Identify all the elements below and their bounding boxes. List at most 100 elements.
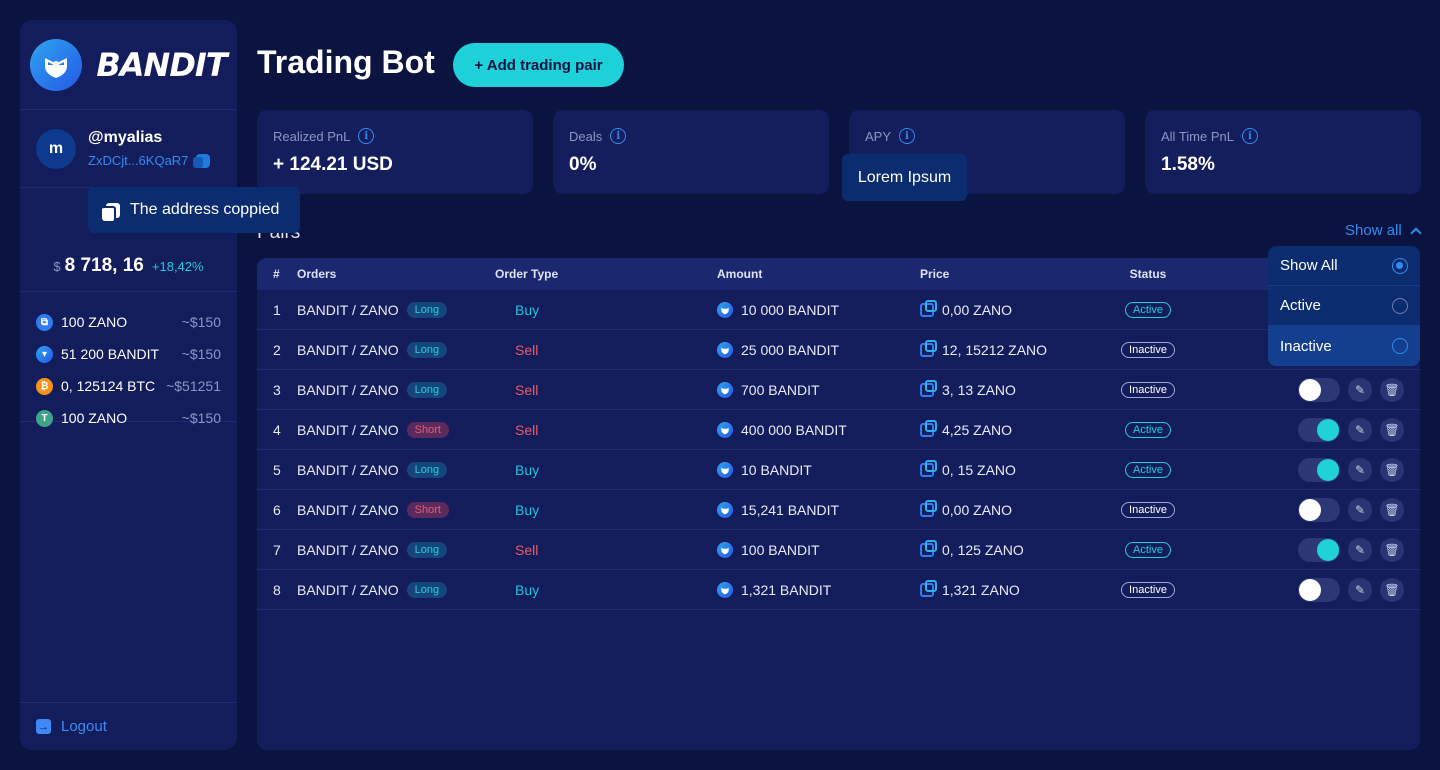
table-row[interactable]: 5 BANDIT / ZANO Long Buy 10 BANDIT 0, 15…: [257, 450, 1420, 490]
col-amount: Amount: [717, 267, 763, 281]
order-type: Buy: [515, 501, 540, 518]
col-status: Status: [1129, 267, 1167, 281]
toggle-knob: [1317, 538, 1339, 561]
user-alias: @myalias: [88, 129, 163, 146]
enable-toggle[interactable]: [1298, 417, 1340, 442]
price: 0,00 ZANO: [942, 301, 1013, 318]
zano-icon: [920, 339, 937, 357]
pair-name: BANDIT / ZANO: [297, 421, 399, 438]
status-badge: Inactive: [1121, 501, 1175, 518]
amount: 10 BANDIT: [741, 461, 812, 478]
delete-button[interactable]: 🗑: [1380, 537, 1404, 562]
filter-dropdown-toggle[interactable]: Show all: [1345, 222, 1422, 239]
zano-icon: [920, 579, 937, 597]
toggle-knob: [1299, 498, 1321, 521]
radio-icon[interactable]: [1392, 338, 1408, 354]
bandit-logo-icon: [30, 38, 83, 91]
edit-button[interactable]: ✎: [1348, 537, 1372, 562]
pair-name: BANDIT / ZANO: [297, 301, 399, 318]
edit-button[interactable]: ✎: [1348, 577, 1372, 602]
row-number: 4: [273, 421, 281, 438]
price: 3, 13 ZANO: [942, 381, 1016, 398]
row-number: 3: [273, 381, 281, 398]
enable-toggle[interactable]: [1298, 377, 1340, 402]
price: 0, 125 ZANO: [942, 541, 1024, 558]
radio-icon[interactable]: [1392, 297, 1408, 314]
option-label: Inactive: [1280, 337, 1332, 355]
stat-card-deals: Deals i 0%: [553, 110, 829, 194]
balance-currency: $: [53, 259, 61, 274]
pair-name: BANDIT / ZANO: [297, 341, 399, 358]
asset-item: ▾ 51 200 BANDIT ~$150: [36, 338, 221, 370]
edit-button[interactable]: ✎: [1348, 377, 1372, 402]
edit-button[interactable]: ✎: [1348, 497, 1372, 522]
order-type: Buy: [515, 301, 540, 318]
info-icon[interactable]: i: [358, 128, 375, 144]
enable-toggle[interactable]: [1298, 497, 1340, 522]
enable-toggle[interactable]: [1298, 577, 1340, 602]
table-row[interactable]: 1 BANDIT / ZANO Long Buy 10 000 BANDIT 0…: [257, 290, 1420, 330]
info-icon[interactable]: i: [610, 128, 627, 144]
delete-button[interactable]: 🗑: [1380, 377, 1404, 402]
filter-option-active[interactable]: Active: [1268, 286, 1420, 326]
price: 0, 15 ZANO: [942, 461, 1016, 478]
pencil-icon: ✎: [1354, 462, 1366, 477]
table-row[interactable]: 3 BANDIT / ZANO Long Sell 700 BANDIT 3, …: [257, 370, 1420, 410]
trash-icon: 🗑: [1384, 422, 1400, 437]
logout-button[interactable]: → Logout: [20, 702, 237, 750]
logout-label: Logout: [61, 718, 107, 735]
table-row[interactable]: 7 BANDIT / ZANO Long Sell 100 BANDIT 0, …: [257, 530, 1420, 570]
order-type: Sell: [515, 381, 539, 398]
table-row[interactable]: 2 BANDIT / ZANO Long Sell 25 000 BANDIT …: [257, 330, 1420, 370]
radio-selected-icon[interactable]: [1392, 257, 1408, 274]
col-number: #: [273, 267, 280, 281]
toggle-knob: [1299, 378, 1321, 401]
pair-name: BANDIT / ZANO: [297, 501, 399, 518]
edit-button[interactable]: ✎: [1348, 457, 1372, 482]
table-row[interactable]: 6 BANDIT / ZANO Short Buy 15,241 BANDIT …: [257, 490, 1420, 530]
asset-usd: ~$150: [181, 346, 221, 362]
filter-label: Show all: [1345, 222, 1402, 239]
filter-option-inactive[interactable]: Inactive: [1268, 326, 1420, 366]
bandit-icon: [717, 581, 733, 598]
copy-icon[interactable]: [193, 153, 211, 168]
asset-item: ⧉ 100 ZANO ~$150: [36, 306, 221, 338]
delete-button[interactable]: 🗑: [1380, 577, 1404, 602]
stat-card-all-time-pnl: All Time PnL i 1.58%: [1145, 110, 1421, 194]
toggle-knob: [1299, 578, 1321, 601]
pencil-icon: ✎: [1354, 382, 1366, 397]
option-label: Active: [1280, 297, 1321, 314]
status-badge: Inactive: [1121, 341, 1175, 358]
price: 4,25 ZANO: [942, 421, 1013, 438]
option-label: Show All: [1280, 257, 1338, 274]
status-badge: Inactive: [1121, 581, 1175, 598]
order-type: Buy: [515, 581, 540, 598]
side-badge: Short: [406, 421, 449, 438]
price: 12, 15212 ZANO: [942, 341, 1048, 358]
zano-icon: [920, 499, 937, 517]
enable-toggle[interactable]: [1298, 537, 1340, 562]
delete-button[interactable]: 🗑: [1380, 497, 1404, 522]
table-row[interactable]: 8 BANDIT / ZANO Long Buy 1,321 BANDIT 1,…: [257, 570, 1420, 610]
toggle-knob: [1317, 418, 1339, 441]
delete-button[interactable]: 🗑: [1380, 457, 1404, 482]
bandit-icon: [717, 461, 733, 478]
status-badge: Active: [1125, 421, 1171, 438]
info-icon[interactable]: i: [899, 128, 916, 144]
pencil-icon: ✎: [1354, 542, 1366, 557]
info-icon[interactable]: i: [1241, 128, 1258, 144]
enable-toggle[interactable]: [1298, 457, 1340, 482]
delete-button[interactable]: 🗑: [1380, 417, 1404, 442]
add-trading-pair-button[interactable]: + Add trading pair: [453, 43, 624, 87]
filter-option-show-all[interactable]: Show All: [1268, 246, 1420, 286]
table-row[interactable]: 4 BANDIT / ZANO Short Sell 400 000 BANDI…: [257, 410, 1420, 450]
status-badge: Active: [1125, 541, 1171, 558]
col-price: Price: [920, 267, 950, 281]
stat-label: Realized PnL: [273, 128, 351, 144]
status-badge: Inactive: [1121, 381, 1175, 398]
trash-icon: 🗑: [1384, 462, 1400, 477]
asset-amount: 0, 125124 BTC: [61, 378, 156, 394]
logo[interactable]: BANDIT: [20, 20, 237, 110]
edit-button[interactable]: ✎: [1348, 417, 1372, 442]
apy-tooltip: Lorem Ipsum: [842, 154, 967, 201]
